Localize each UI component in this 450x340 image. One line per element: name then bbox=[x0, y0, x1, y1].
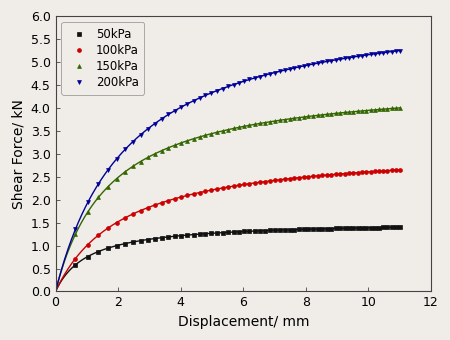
100kPa bbox=[95, 233, 101, 237]
100kPa bbox=[130, 212, 135, 216]
100kPa bbox=[397, 168, 402, 172]
Line: 100kPa: 100kPa bbox=[73, 168, 402, 260]
150kPa bbox=[397, 106, 402, 110]
200kPa bbox=[95, 182, 101, 186]
50kPa bbox=[191, 233, 196, 237]
100kPa bbox=[152, 203, 158, 207]
100kPa bbox=[328, 173, 334, 177]
200kPa bbox=[397, 49, 402, 53]
Line: 50kPa: 50kPa bbox=[73, 225, 402, 267]
200kPa bbox=[152, 121, 158, 125]
150kPa bbox=[191, 137, 196, 141]
Line: 200kPa: 200kPa bbox=[73, 49, 402, 232]
200kPa bbox=[272, 70, 278, 74]
50kPa bbox=[272, 228, 278, 232]
100kPa bbox=[191, 192, 196, 196]
Y-axis label: Shear Force/ kN: Shear Force/ kN bbox=[11, 99, 25, 209]
50kPa bbox=[397, 225, 402, 229]
Line: 150kPa: 150kPa bbox=[73, 106, 402, 236]
200kPa bbox=[130, 139, 135, 143]
100kPa bbox=[272, 178, 278, 182]
150kPa bbox=[72, 232, 78, 236]
200kPa bbox=[72, 227, 78, 232]
50kPa bbox=[72, 263, 78, 267]
150kPa bbox=[95, 195, 101, 200]
50kPa bbox=[328, 226, 334, 231]
200kPa bbox=[191, 99, 196, 103]
150kPa bbox=[328, 112, 334, 116]
150kPa bbox=[152, 152, 158, 156]
50kPa bbox=[152, 237, 158, 241]
50kPa bbox=[95, 250, 101, 254]
150kPa bbox=[272, 119, 278, 123]
200kPa bbox=[328, 58, 334, 63]
100kPa bbox=[72, 257, 78, 261]
Legend: 50kPa, 100kPa, 150kPa, 200kPa: 50kPa, 100kPa, 150kPa, 200kPa bbox=[62, 22, 144, 95]
X-axis label: Displacement/ mm: Displacement/ mm bbox=[177, 315, 309, 329]
150kPa bbox=[130, 164, 135, 168]
50kPa bbox=[130, 240, 135, 244]
